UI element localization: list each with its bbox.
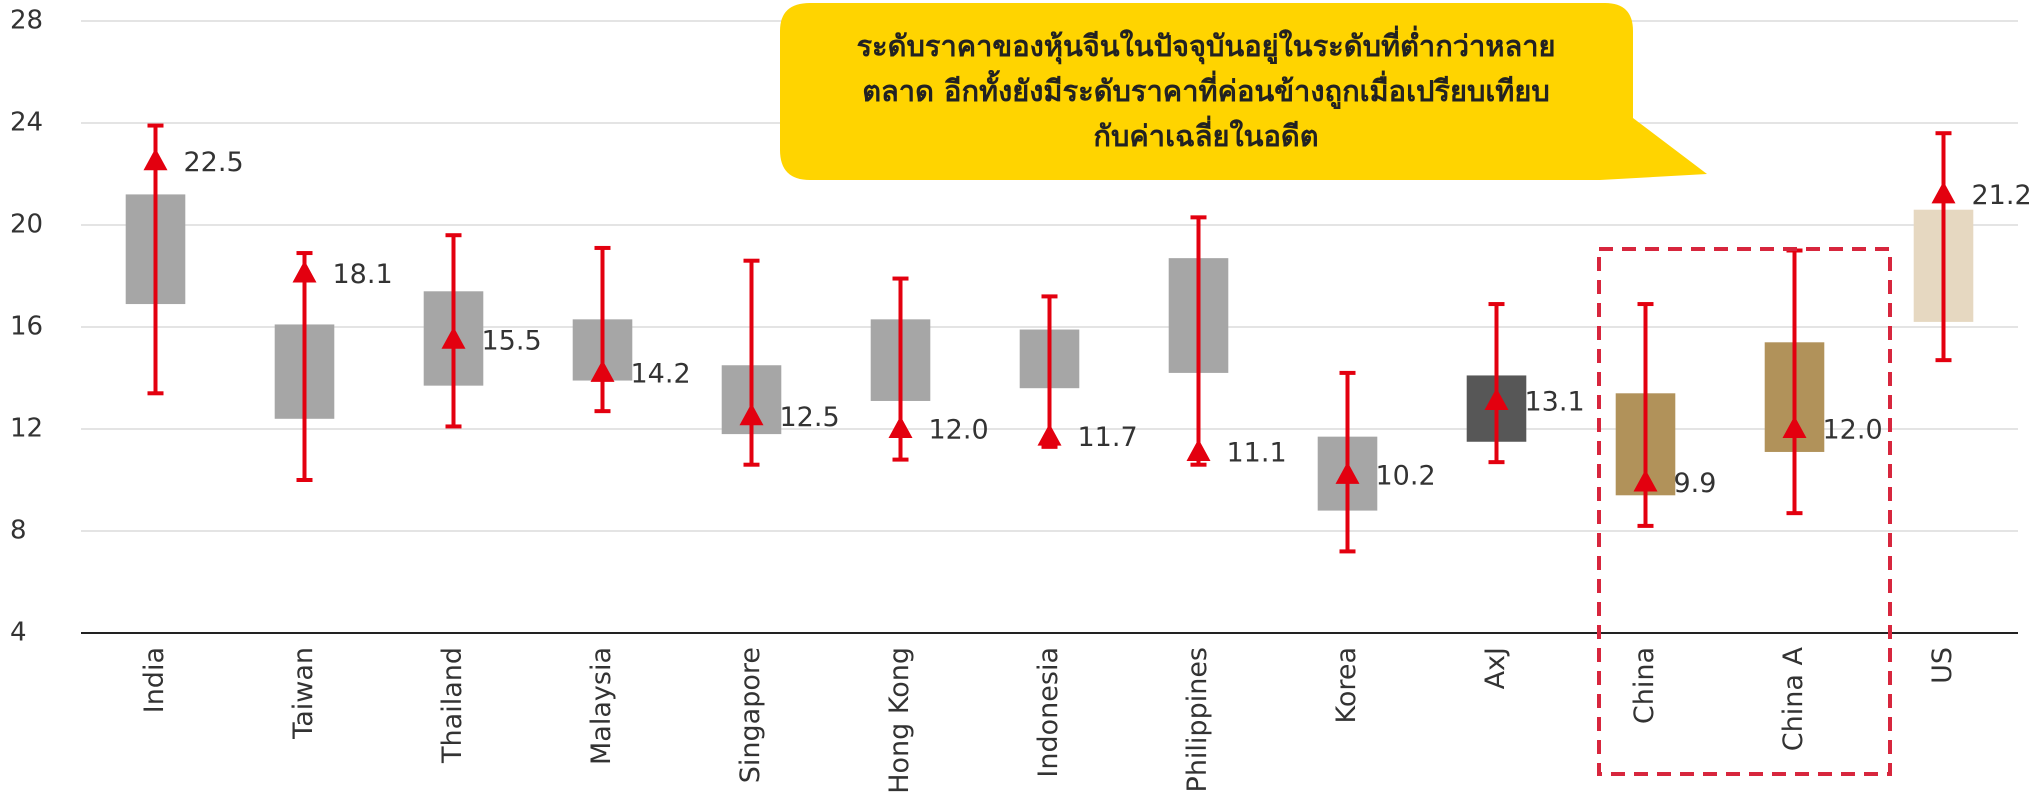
value-label: 18.1 bbox=[333, 259, 393, 290]
y-tick-label: 16 bbox=[10, 312, 43, 342]
y-tick-label: 12 bbox=[10, 414, 43, 444]
y-tick-label: 28 bbox=[10, 6, 43, 36]
value-label: 14.2 bbox=[631, 358, 691, 389]
current-marker bbox=[1037, 423, 1062, 446]
highlight-box bbox=[1597, 247, 1892, 776]
y-tick-label: 20 bbox=[10, 210, 43, 240]
value-label: 12.5 bbox=[780, 402, 840, 433]
x-tick-label: India bbox=[139, 647, 170, 713]
y-tick-label: 8 bbox=[10, 516, 27, 546]
x-tick-label: Singapore bbox=[735, 647, 766, 783]
y-tick-label: 24 bbox=[10, 108, 43, 138]
current-marker bbox=[590, 359, 615, 382]
callout bbox=[780, 3, 1707, 180]
current-marker bbox=[292, 260, 317, 283]
value-label: 11.7 bbox=[1078, 422, 1138, 453]
x-tick-label: Malaysia bbox=[586, 647, 617, 765]
value-label: 12.0 bbox=[929, 415, 989, 446]
annotation-line: กับค่าเฉลี่ยในอดีต bbox=[1093, 115, 1318, 153]
value-label: 21.2 bbox=[1972, 180, 2032, 211]
x-tick-label: Hong Kong bbox=[884, 647, 915, 794]
value-label: 11.1 bbox=[1227, 437, 1287, 468]
x-tick-label: China bbox=[1629, 647, 1660, 724]
plot: 4 8 12 16 20 24 28 India 22.5 Taiwan 18.1 Thailand 1… bbox=[10, 6, 2032, 794]
current-marker bbox=[441, 326, 466, 349]
current-marker bbox=[143, 148, 168, 171]
current-marker bbox=[1335, 461, 1360, 484]
x-tick-label: US bbox=[1927, 647, 1958, 684]
current-marker bbox=[739, 403, 764, 426]
x-tick-label: Korea bbox=[1331, 647, 1362, 724]
value-label: 12.0 bbox=[1823, 415, 1883, 446]
x-tick-label: Indonesia bbox=[1033, 647, 1064, 778]
current-marker bbox=[888, 416, 913, 438]
value-label: 9.9 bbox=[1674, 468, 1717, 499]
current-marker bbox=[1633, 469, 1658, 492]
x-tick-label: Taiwan bbox=[288, 647, 319, 740]
value-label: 10.2 bbox=[1376, 460, 1436, 491]
value-label: 13.1 bbox=[1525, 386, 1585, 417]
x-tick-label: Thailand bbox=[437, 647, 468, 764]
current-marker bbox=[1484, 387, 1509, 410]
value-label: 15.5 bbox=[482, 325, 542, 356]
annotation-line: ระดับราคาของหุ้นจีนในปัจจุบันอยู่ในระดับ… bbox=[856, 25, 1555, 64]
current-marker bbox=[1186, 438, 1211, 461]
annotation-line: ตลาด อีกทั้งยังมีระดับราคาที่ค่อนข้างถูก… bbox=[862, 69, 1550, 109]
x-tick-label: AxJ bbox=[1480, 647, 1511, 689]
y-tick-label: 4 bbox=[10, 618, 27, 648]
current-marker bbox=[1782, 416, 1807, 438]
x-tick-label: China A bbox=[1778, 646, 1809, 751]
current-marker bbox=[1931, 181, 1956, 204]
value-label: 22.5 bbox=[184, 147, 244, 178]
x-tick-label: Philippines bbox=[1182, 647, 1213, 792]
